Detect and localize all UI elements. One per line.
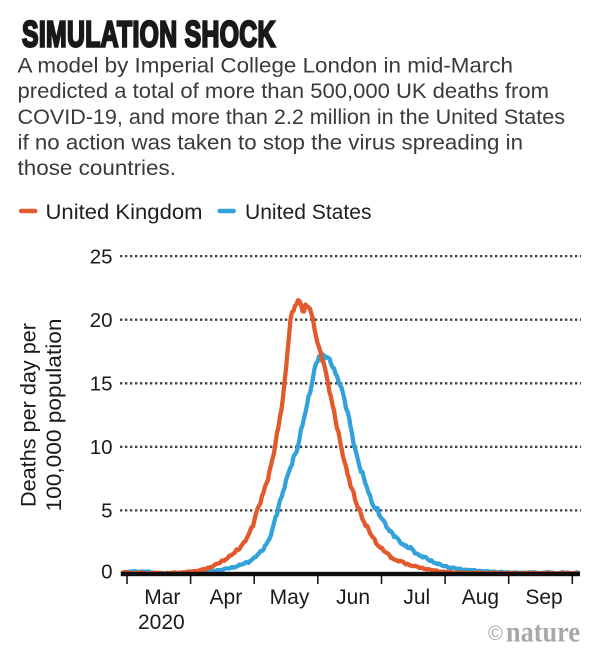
svg-text:Sep: Sep bbox=[525, 586, 562, 609]
svg-text:May: May bbox=[270, 586, 310, 609]
svg-text:5: 5 bbox=[101, 500, 112, 523]
svg-text:if no action was taken to stop: if no action was taken to stop the virus… bbox=[18, 131, 524, 154]
svg-text:A model by Imperial College Lo: A model by Imperial College London in mi… bbox=[18, 55, 514, 78]
svg-text:Apr: Apr bbox=[210, 586, 243, 609]
svg-text:25: 25 bbox=[90, 245, 113, 268]
svg-text:Mar: Mar bbox=[144, 586, 180, 609]
svg-text:100,000 population: 100,000 population bbox=[43, 319, 66, 512]
svg-text:Jul: Jul bbox=[403, 586, 430, 609]
svg-text:United Kingdom: United Kingdom bbox=[46, 201, 203, 224]
svg-text:Jun: Jun bbox=[336, 586, 370, 609]
svg-text:©: © bbox=[488, 623, 503, 645]
svg-text:15: 15 bbox=[90, 373, 113, 396]
svg-text:COVID-19, and more than 2.2 mi: COVID-19, and more than 2.2 million in t… bbox=[18, 106, 566, 129]
svg-text:10: 10 bbox=[90, 436, 113, 459]
svg-text:predicted a total of more than: predicted a total of more than 500,000 U… bbox=[18, 80, 550, 103]
svg-text:SIMULATION SHOCK: SIMULATION SHOCK bbox=[22, 14, 276, 55]
svg-text:2020: 2020 bbox=[138, 611, 185, 634]
svg-text:nature: nature bbox=[506, 616, 580, 649]
svg-text:Aug: Aug bbox=[462, 586, 499, 609]
svg-text:United States: United States bbox=[245, 201, 372, 224]
svg-text:20: 20 bbox=[90, 309, 113, 332]
svg-text:0: 0 bbox=[101, 561, 112, 584]
svg-text:those countries.: those countries. bbox=[18, 157, 177, 180]
svg-text:Deaths per day per: Deaths per day per bbox=[18, 323, 41, 507]
